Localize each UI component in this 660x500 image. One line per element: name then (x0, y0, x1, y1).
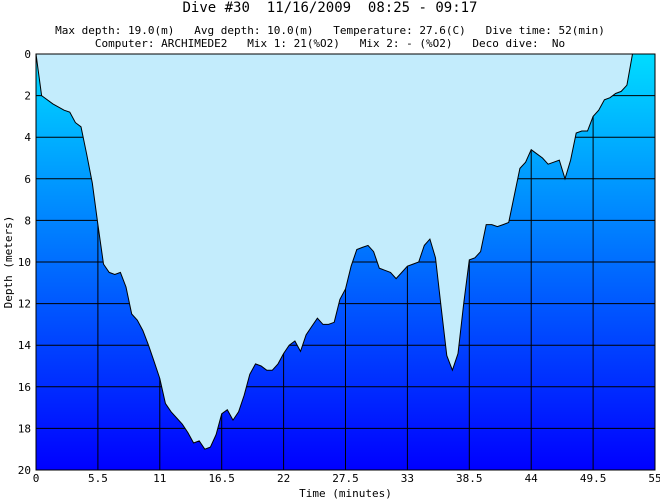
y-tick-label-10: 10 (18, 256, 31, 269)
x-tick-label-5.5: 5.5 (88, 472, 108, 485)
x-tick-label-16.5: 16.5 (208, 472, 235, 485)
x-tick-label-22: 22 (277, 472, 290, 485)
chart-title: Dive #30 11/16/2009 08:25 - 09:17 (182, 0, 478, 16)
y-tick-label-14: 14 (18, 339, 32, 352)
x-tick-label-38.5: 38.5 (456, 472, 483, 485)
y-tick-label-2: 2 (24, 90, 31, 103)
y-tick-label-0: 0 (24, 48, 31, 61)
x-tick-label-55: 55 (648, 472, 660, 485)
dive-summary-line-1: Max depth: 19.0(m) Avg depth: 10.0(m) Te… (55, 24, 605, 37)
y-tick-label-12: 12 (18, 298, 31, 311)
y-tick-label-6: 6 (24, 173, 31, 186)
x-tick-labels: 0 5.5 11 16.5 22 27.5 33 38.5 44 49.5 55 (33, 472, 660, 485)
y-axis-label: Depth (meters) (2, 216, 15, 309)
dive-profile-area (36, 54, 655, 450)
y-tick-label-20: 20 (18, 464, 31, 477)
dive-summary-line-2: Computer: ARCHIMEDE2 Mix 1: 21(%O2) Mix … (94, 37, 566, 50)
x-tick-label-27.5: 27.5 (332, 472, 359, 485)
x-tick-label-0: 0 (33, 472, 40, 485)
y-tick-label-16: 16 (18, 381, 31, 394)
x-tick-label-49.5: 49.5 (580, 472, 607, 485)
y-tick-labels: 0 2 4 6 8 10 12 14 16 18 20 (18, 48, 32, 477)
plot-border (35, 53, 656, 471)
y-tick-label-18: 18 (18, 422, 31, 435)
x-tick-label-33: 33 (401, 472, 414, 485)
x-tick-label-44: 44 (525, 472, 539, 485)
dive-profile-line (35, 53, 633, 450)
y-tick-label-4: 4 (24, 131, 31, 144)
x-tick-label-11: 11 (153, 472, 166, 485)
x-axis-label: Time (minutes) (299, 487, 392, 500)
y-tick-label-8: 8 (24, 214, 31, 227)
